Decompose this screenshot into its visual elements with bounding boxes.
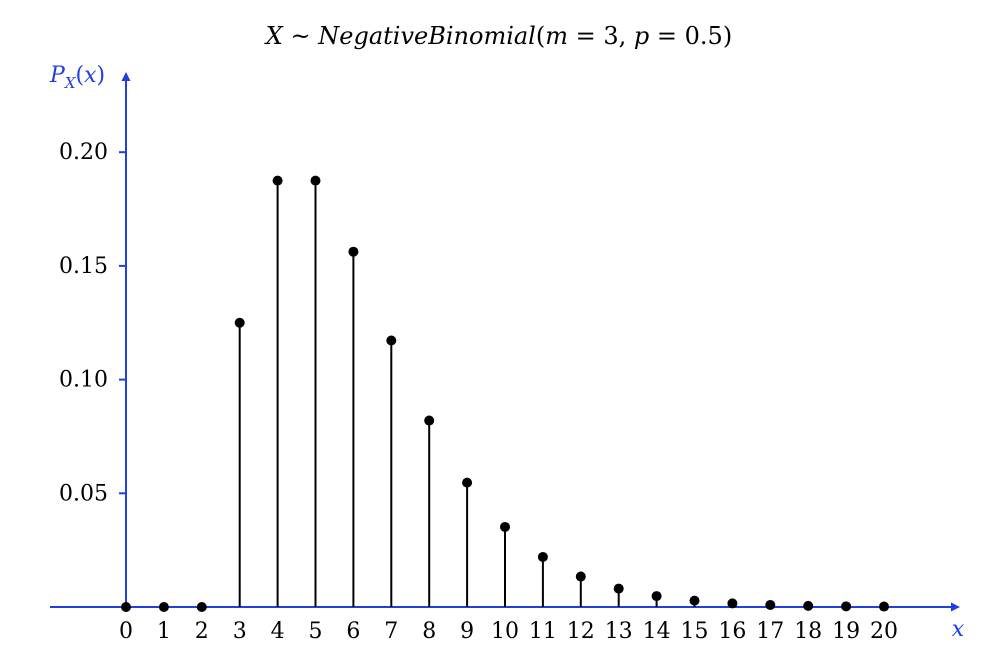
x-axis-arrow [951, 602, 960, 612]
y-tick-label: 0.15 [59, 254, 108, 279]
x-tick-label: 16 [718, 619, 746, 644]
data-point [765, 599, 776, 610]
y-tick-label: 0.20 [59, 140, 108, 165]
data-point [386, 335, 397, 346]
x-tick-label: 15 [681, 619, 709, 644]
data-point [689, 595, 700, 606]
data-point [841, 601, 852, 612]
x-tick-label: 6 [346, 619, 360, 644]
x-axis-label: x [952, 617, 965, 642]
x-tick-label: 17 [756, 619, 784, 644]
data-point [803, 600, 814, 611]
y-tick-label: 0.10 [59, 368, 108, 393]
x-tick-label: 18 [794, 619, 822, 644]
data-point [196, 602, 207, 612]
data-point [310, 175, 321, 186]
data-point [348, 246, 359, 257]
data-point [537, 551, 548, 562]
data-point [158, 602, 169, 612]
y-axis-arrow [121, 72, 131, 81]
data-point [575, 571, 586, 582]
data-point [121, 602, 131, 612]
y-axis-label: PX(x) [49, 63, 105, 92]
x-tick-label: 0 [119, 619, 133, 644]
x-tick-label: 20 [870, 619, 898, 644]
x-tick-label: 2 [195, 619, 209, 644]
x-tick-label: 7 [384, 619, 398, 644]
data-point [613, 583, 624, 594]
x-tick-label: 3 [233, 619, 247, 644]
x-tick-label: 4 [271, 619, 285, 644]
data-point [234, 317, 245, 328]
data-point [272, 175, 283, 186]
data-point [500, 521, 510, 532]
data-point [462, 477, 473, 488]
x-tick-label: 9 [460, 619, 474, 644]
x-tick-label: 12 [567, 619, 595, 644]
chart-title: X ~ NegativeBinomial(m = 3, p = 0.5) [264, 22, 732, 50]
x-tick-label: 8 [422, 619, 436, 644]
x-tick-label: 14 [643, 619, 671, 644]
y-tick-label: 0.05 [59, 481, 108, 506]
data-point [651, 591, 662, 602]
data-point [879, 601, 889, 612]
data-point [727, 598, 738, 609]
data-point [424, 415, 435, 426]
x-tick-label: 19 [832, 619, 860, 644]
x-tick-label: 1 [157, 619, 171, 644]
x-tick-label: 5 [309, 619, 323, 644]
x-tick-label: 10 [491, 619, 519, 644]
x-tick-label: 11 [529, 619, 557, 644]
x-tick-label: 13 [605, 619, 633, 644]
